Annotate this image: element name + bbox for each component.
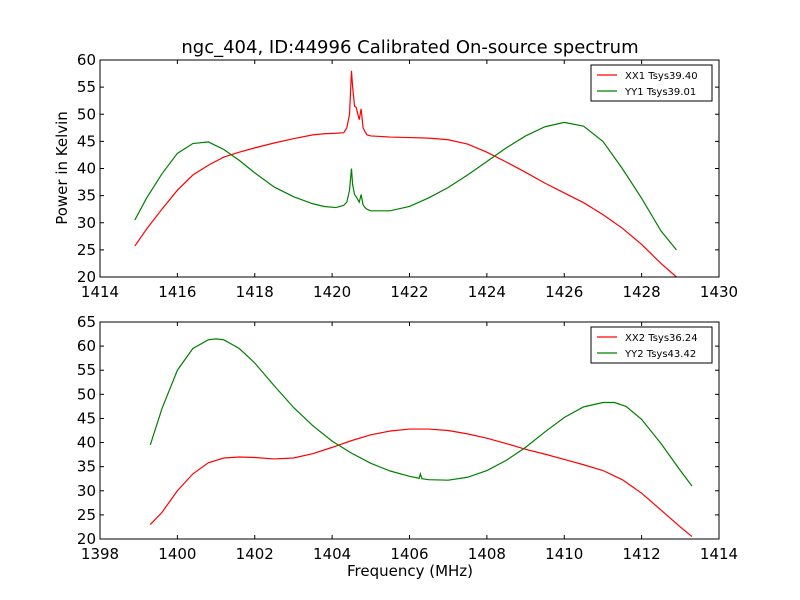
x-tick-label: 1408 (468, 545, 506, 563)
y-tick-label: 60 (77, 337, 96, 355)
x-tick-label: 1416 (158, 283, 196, 301)
y-tick-label: 65 (77, 313, 96, 331)
chart-title: ngc_404, ID:44996 Calibrated On-source s… (181, 37, 638, 58)
x-tick-label: 1402 (236, 545, 274, 563)
y-tick-label: 55 (77, 361, 96, 379)
x-tick-label: 1420 (313, 283, 351, 301)
series-line-1-2 (134, 121, 677, 251)
y-tick-label: 30 (77, 214, 96, 232)
y-tick-label: 30 (77, 482, 96, 500)
series-line-2-2 (149, 338, 693, 487)
legend-label: XX1 Tsys39.40 (625, 71, 698, 82)
series-line-1-1 (134, 70, 677, 277)
y-tick-label: 45 (77, 132, 96, 150)
x-tick-label: 1424 (468, 283, 506, 301)
x-tick-label: 1426 (545, 283, 583, 301)
legend-label: YY2 Tsys43.42 (624, 349, 696, 360)
top-plot: 1414 1416 1418 1420 1422 1424 1426 1428 1430 20 25… (77, 51, 738, 301)
x-tick-label: 1414 (81, 283, 119, 301)
y-tick-label: 25 (77, 506, 96, 524)
x-tick-label: 1410 (545, 545, 583, 563)
x-tick-label: 1422 (390, 283, 428, 301)
y-tick-label: 45 (77, 409, 96, 427)
y-tick-label: 20 (77, 268, 96, 286)
legend-box (590, 326, 713, 364)
y-tick-label: 25 (77, 241, 96, 259)
series-line-2-1 (149, 428, 693, 538)
x-tick-label: 1412 (623, 545, 661, 563)
y-tick-label: 55 (77, 78, 96, 96)
x-tick-label: 1398 (81, 545, 119, 563)
legend-box (590, 64, 713, 102)
bottom-plot: 1398 1400 1402 1404 1406 1408 1410 1412 1414 20 25… (77, 313, 738, 563)
legend: XX2 Tsys36.24 YY2 Tsys43.42 (590, 326, 713, 364)
x-tick-label: 1404 (313, 545, 351, 563)
x-axis-label: Frequency (MHz) (347, 562, 473, 580)
y-tick-label: 40 (77, 160, 96, 178)
x-tick-label: 1430 (700, 283, 738, 301)
y-tick-label: 35 (77, 187, 96, 205)
legend: XX1 Tsys39.40 YY1 Tsys39.01 (590, 64, 713, 102)
x-tick-label: 1428 (623, 283, 661, 301)
y-tick-label: 20 (77, 530, 96, 548)
x-tick-label: 1414 (700, 545, 738, 563)
y-tick-label: 35 (77, 458, 96, 476)
x-tick-label: 1406 (390, 545, 428, 563)
x-tick-label: 1418 (236, 283, 274, 301)
x-tick-label: 1400 (158, 545, 196, 563)
legend-label: YY1 Tsys39.01 (624, 87, 696, 98)
y-tick-label: 60 (77, 51, 96, 69)
legend-label: XX2 Tsys36.24 (625, 333, 698, 344)
y-tick-label: 40 (77, 434, 96, 452)
y-tick-label: 50 (77, 105, 96, 123)
y-axis-label: Power in Kelvin (53, 111, 71, 225)
y-tick-label: 50 (77, 385, 96, 403)
